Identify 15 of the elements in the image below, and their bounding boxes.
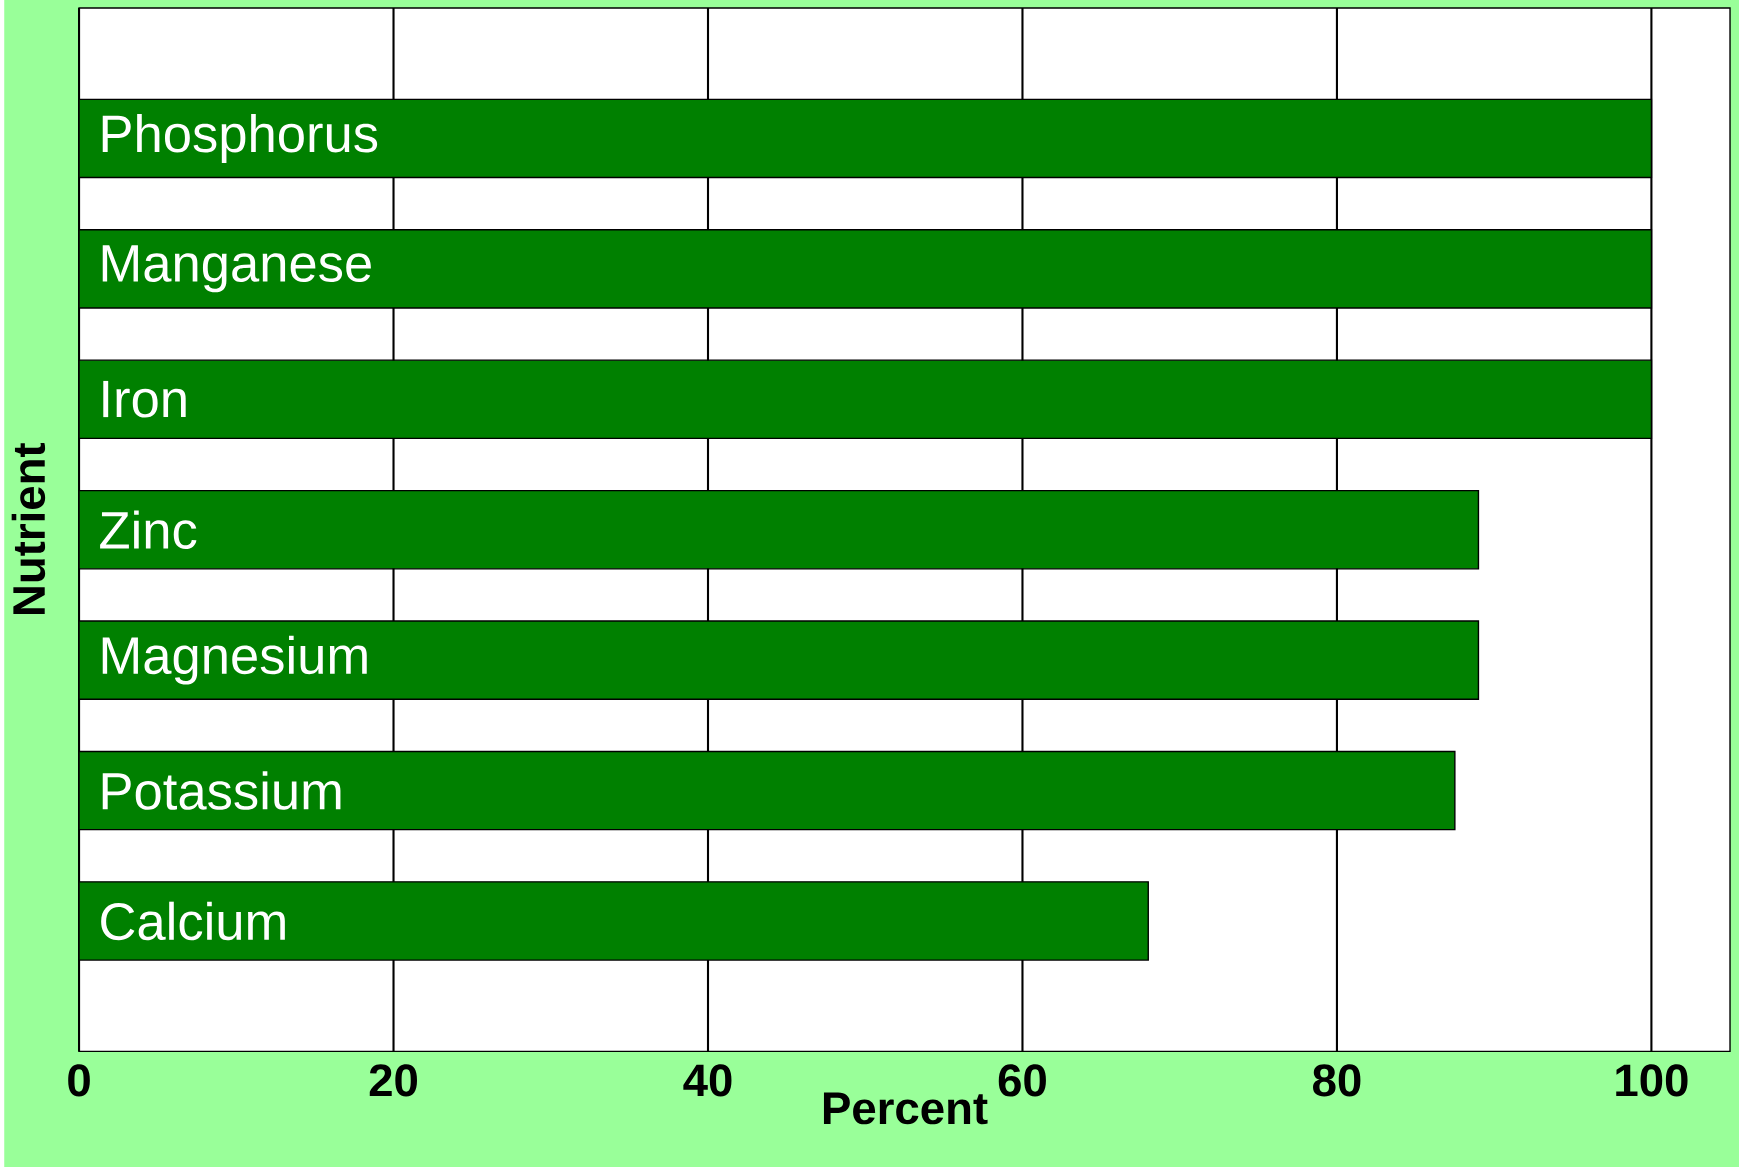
y-axis-title: Nutrient	[11, 442, 46, 614]
y-tick-label: Phosphorus	[102, 113, 378, 163]
y-tick-label: Manganese	[102, 245, 371, 293]
y-tick-label: Iron	[103, 380, 186, 418]
y-tick-label: Potassium	[102, 771, 341, 810]
y-tick-label: Magnesium	[102, 635, 367, 685]
x-tick-label: 80	[1313, 1064, 1361, 1097]
x-tick-label: 0	[68, 1064, 90, 1097]
y-tick-label: Zinc	[100, 510, 197, 549]
y-tick-label: Calcium	[101, 901, 285, 941]
x-axis-title: Percent	[823, 1092, 988, 1125]
x-tick-label: 40	[683, 1064, 732, 1097]
x-tick-label: 100	[1616, 1064, 1688, 1097]
x-tick-label: 20	[369, 1064, 417, 1097]
x-tick-label: 60	[998, 1064, 1046, 1097]
